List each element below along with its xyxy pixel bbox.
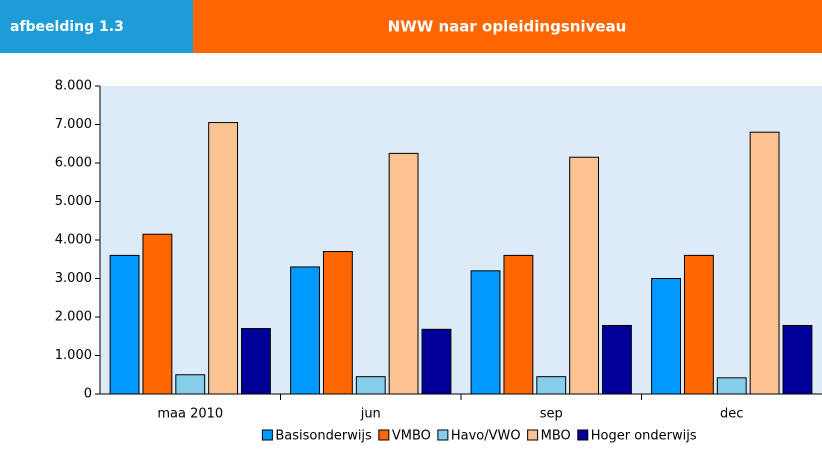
bar — [175, 374, 206, 395]
y-tick-label: 2.000 — [55, 310, 92, 325]
bar — [749, 131, 780, 395]
legend-swatch — [577, 429, 589, 441]
bar — [142, 233, 173, 395]
x-tick-label: maa 2010 — [157, 407, 223, 422]
header-title-bg — [193, 0, 822, 53]
bar — [651, 278, 681, 395]
legend-swatch — [527, 429, 539, 441]
legend-label: Havo/VWO — [451, 429, 521, 444]
bar — [241, 328, 271, 395]
y-tick-label: 4.000 — [55, 233, 92, 248]
x-tick-label: sep — [540, 407, 563, 422]
y-tick-label: 6.000 — [55, 156, 92, 171]
bar — [109, 254, 140, 395]
bar — [503, 254, 534, 395]
header-label: afbeelding 1.3 — [10, 19, 124, 35]
bar — [602, 324, 632, 395]
y-tick-label: 8.000 — [55, 79, 92, 94]
y-tick-label: 7.000 — [55, 117, 92, 132]
legend-label: VMBO — [392, 429, 431, 444]
bar — [569, 156, 600, 395]
legend-swatch — [261, 429, 273, 441]
bar — [716, 377, 747, 395]
bar — [782, 324, 813, 395]
bar — [208, 122, 239, 395]
bar — [536, 376, 567, 395]
legend-swatch — [437, 429, 449, 441]
x-tick-label: jun — [360, 407, 381, 422]
bar — [355, 376, 386, 395]
legend-label: Hoger onderwijs — [591, 429, 697, 444]
legend-label: MBO — [541, 429, 571, 444]
y-tick-label: 5.000 — [55, 194, 92, 209]
bar — [421, 328, 452, 395]
chart-title: NWW naar opleidingsniveau — [388, 18, 627, 36]
legend-swatch — [378, 429, 390, 441]
x-tick-label: dec — [720, 407, 743, 422]
legend-label: Basisonderwijs — [275, 429, 372, 444]
y-tick-label: 1.000 — [55, 348, 92, 363]
bar — [683, 254, 714, 395]
bar — [290, 266, 320, 395]
header-label-bg — [0, 0, 193, 53]
y-tick-label: 0 — [84, 387, 92, 402]
bar — [322, 251, 353, 395]
bar — [470, 270, 501, 395]
bar — [388, 152, 419, 395]
y-tick-label: 3.000 — [55, 271, 92, 286]
